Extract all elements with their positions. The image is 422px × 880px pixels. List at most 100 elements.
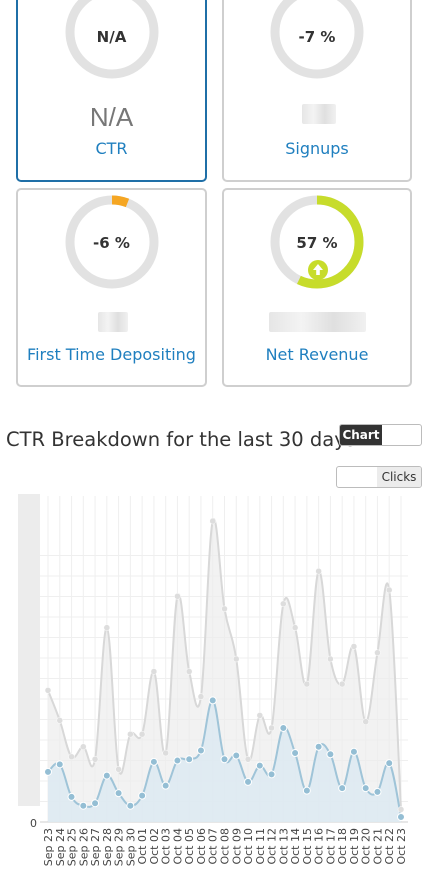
series-2-point[interactable]	[114, 789, 123, 798]
series-1-point[interactable]	[385, 586, 393, 594]
series-1-point[interactable]	[350, 643, 358, 650]
x-tick-label: Oct 15	[301, 828, 314, 865]
x-tick-label: Sep 23	[42, 828, 55, 866]
series-1-point[interactable]	[138, 730, 146, 738]
series-2-point[interactable]	[196, 746, 205, 755]
series-2-point[interactable]	[149, 757, 158, 766]
series-1-point[interactable]	[127, 730, 134, 738]
x-tick-label: Oct 03	[160, 828, 173, 865]
series-2-point[interactable]	[232, 751, 241, 760]
x-tick-label: Oct 21	[371, 828, 384, 865]
x-tick-label: Oct 04	[171, 828, 184, 865]
series-1-point[interactable]	[221, 605, 228, 613]
first-time-depositing-link[interactable]: First Time Depositing	[27, 345, 196, 364]
x-tick-label: Oct 18	[336, 828, 349, 865]
x-tick-label: Oct 17	[324, 828, 337, 865]
series-2-point[interactable]	[161, 781, 170, 790]
series-1-point[interactable]	[291, 624, 299, 631]
series-2-point[interactable]	[338, 784, 347, 793]
series-2-point[interactable]	[255, 761, 264, 770]
net-revenue-ring-chart	[270, 195, 364, 289]
series-1-point[interactable]	[91, 756, 99, 763]
series-1-point[interactable]	[374, 649, 381, 656]
x-tick-label: Oct 19	[348, 828, 361, 865]
x-tick-label: Oct 23	[395, 828, 408, 865]
series-1-point[interactable]	[197, 693, 205, 700]
breakdown-title: CTR Breakdown for the last 30 days	[6, 428, 356, 451]
series-2-point[interactable]	[291, 749, 300, 758]
series-2-point[interactable]	[208, 696, 217, 705]
series-2-point[interactable]	[55, 760, 64, 769]
series-2-point[interactable]	[326, 750, 335, 759]
series-2-point[interactable]	[267, 770, 276, 779]
series-2-point[interactable]	[397, 812, 405, 821]
series-2-point[interactable]	[173, 756, 182, 765]
series-1-point[interactable]	[327, 655, 334, 663]
series-1-point[interactable]	[103, 624, 111, 631]
series-2-point[interactable]	[302, 786, 311, 795]
x-tick-label: Sep 25	[66, 828, 79, 866]
signups-link[interactable]: Signups	[285, 139, 349, 158]
series-1-point[interactable]	[268, 724, 275, 732]
series-2-point[interactable]	[244, 777, 253, 786]
kpi-card-first-time-depositing[interactable]: -6 % First Time Depositing	[16, 188, 207, 387]
series-1-point[interactable]	[150, 668, 158, 675]
series-1-point[interactable]	[338, 680, 346, 688]
series-1-point[interactable]	[174, 593, 181, 600]
series-1-point[interactable]	[115, 766, 122, 773]
signups-ring-value: -7 %	[298, 28, 336, 46]
series-1-point[interactable]	[244, 756, 252, 763]
x-tick-label: Oct 13	[277, 828, 290, 865]
series-2-point[interactable]	[185, 755, 194, 764]
series-1-point[interactable]	[303, 680, 311, 688]
series-2-point[interactable]	[385, 759, 394, 768]
series-1-point[interactable]	[80, 743, 87, 751]
net-revenue-link[interactable]: Net Revenue	[265, 345, 369, 364]
series-2-point[interactable]	[361, 784, 370, 793]
x-tick-label: Oct 11	[254, 828, 267, 865]
series-2-point[interactable]	[91, 799, 100, 808]
series-1-point[interactable]	[233, 655, 240, 663]
kpi-card-ctr[interactable]: N/A N/A CTR	[16, 0, 207, 182]
chart-view-toggle[interactable]: Chart	[339, 424, 422, 446]
x-tick-label: Sep 24	[54, 828, 67, 866]
x-tick-label: Oct 08	[219, 828, 232, 865]
series-2-point[interactable]	[44, 767, 52, 776]
series-2-point[interactable]	[79, 801, 88, 810]
series-2-point[interactable]	[102, 771, 111, 780]
series-1-point[interactable]	[162, 749, 169, 757]
series-2-point[interactable]	[126, 801, 135, 810]
kpi-card-signups[interactable]: -7 % Signups	[222, 0, 412, 182]
ctr-value: N/A	[89, 102, 134, 132]
series-1-point[interactable]	[209, 517, 216, 525]
series-1-point[interactable]	[256, 712, 264, 719]
arrow-up-circle-icon	[308, 260, 328, 280]
series-1-point[interactable]	[362, 718, 369, 725]
series-1-point[interactable]	[44, 687, 52, 694]
x-tick-label: Oct 07	[207, 828, 220, 865]
series-2-point[interactable]	[138, 791, 147, 800]
series-1-point[interactable]	[185, 668, 193, 675]
series-1-point[interactable]	[315, 567, 322, 575]
x-tick-label: Oct 02	[148, 828, 161, 865]
series-1-point[interactable]	[68, 753, 75, 761]
series-1-point[interactable]	[56, 717, 64, 724]
x-tick-label: Oct 10	[242, 828, 255, 865]
series-1-point[interactable]	[280, 600, 287, 608]
x-tick-label: Sep 30	[124, 828, 137, 866]
series-1-point[interactable]	[397, 806, 405, 813]
kpi-card-net-revenue[interactable]: 57 % Net Revenue	[222, 188, 412, 387]
series-2-point[interactable]	[314, 742, 323, 751]
series-2-point[interactable]	[220, 755, 229, 764]
series-2-point[interactable]	[67, 792, 76, 801]
ctr-ring-value: N/A	[96, 28, 127, 46]
ctr-link[interactable]: CTR	[95, 139, 128, 158]
series-2-point[interactable]	[279, 723, 288, 732]
series-2-point[interactable]	[373, 787, 382, 796]
x-tick-label: Oct 01	[136, 828, 149, 865]
x-tick-label: Oct 16	[313, 828, 326, 865]
series-2-point[interactable]	[349, 747, 358, 756]
metric-toggle[interactable]: Clicks	[336, 466, 422, 488]
series-1-line	[47, 518, 402, 810]
